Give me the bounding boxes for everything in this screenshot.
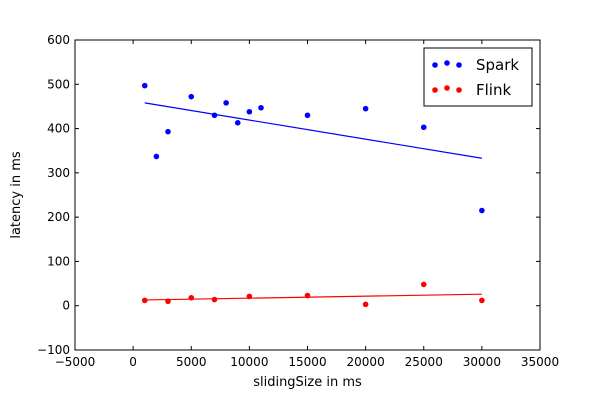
y-tick-label: 400 <box>47 122 70 136</box>
legend-label-spark: Spark <box>476 56 519 74</box>
flink-point <box>211 296 218 303</box>
spark-point <box>211 112 218 119</box>
spark-point <box>246 108 253 115</box>
x-tick-label: 5000 <box>176 355 207 369</box>
legend-label-flink: Flink <box>476 81 511 99</box>
x-tick-label: 15000 <box>288 355 326 369</box>
spark-fit-line <box>144 102 482 159</box>
y-tick-label: 100 <box>47 254 70 268</box>
flink-point <box>304 292 311 299</box>
x-tick-label: 10000 <box>230 355 268 369</box>
legend-marker-spark <box>456 62 462 68</box>
y-tick-label: 500 <box>47 77 70 91</box>
x-tick-label: 30000 <box>463 355 501 369</box>
spark-point <box>234 120 241 126</box>
legend-marker-flink <box>456 87 462 93</box>
y-tick-label: 300 <box>47 166 70 180</box>
spark-point <box>362 105 369 112</box>
x-tick-label: 35000 <box>521 355 559 369</box>
flink-fit-line <box>144 293 482 301</box>
spark-point <box>420 124 427 131</box>
flink-point <box>362 301 369 308</box>
flink-point <box>420 281 427 288</box>
flink-point <box>479 297 485 304</box>
flink-point <box>188 294 195 301</box>
y-tick-label: 200 <box>47 210 70 224</box>
plot-area <box>141 82 485 308</box>
legend-marker-flink <box>444 85 450 91</box>
spark-point <box>141 82 148 89</box>
x-tick-label: 25000 <box>405 355 443 369</box>
legend-box <box>423 47 533 107</box>
x-tick-label: 20000 <box>347 355 385 369</box>
x-tick-label: −5000 <box>55 355 96 369</box>
flink-point <box>246 293 253 300</box>
legend-marker-flink <box>432 87 438 93</box>
spark-point <box>153 153 160 160</box>
legend-marker-spark <box>432 62 438 68</box>
y-tick-label: 0 <box>62 299 70 313</box>
spark-point <box>479 207 485 214</box>
spark-point <box>223 100 229 106</box>
y-axis-label: latency in ms <box>9 151 24 239</box>
legend-marker-spark <box>444 60 450 66</box>
legend: Spark Flink <box>423 47 533 107</box>
flink-point <box>141 297 148 304</box>
x-axis-label: slidingSize in ms <box>253 375 362 390</box>
x-tick-label: 0 <box>129 355 137 369</box>
y-tick-label: −100 <box>37 343 70 357</box>
flink-point <box>165 298 171 305</box>
spark-point <box>165 128 171 135</box>
spark-point <box>304 112 311 119</box>
axis-ticks: −5000 0 5000 10000 15000 20000 25000 30000 35000… <box>37 33 559 369</box>
spark-point <box>258 104 264 111</box>
y-tick-label: 600 <box>47 33 70 47</box>
spark-point <box>188 93 195 100</box>
